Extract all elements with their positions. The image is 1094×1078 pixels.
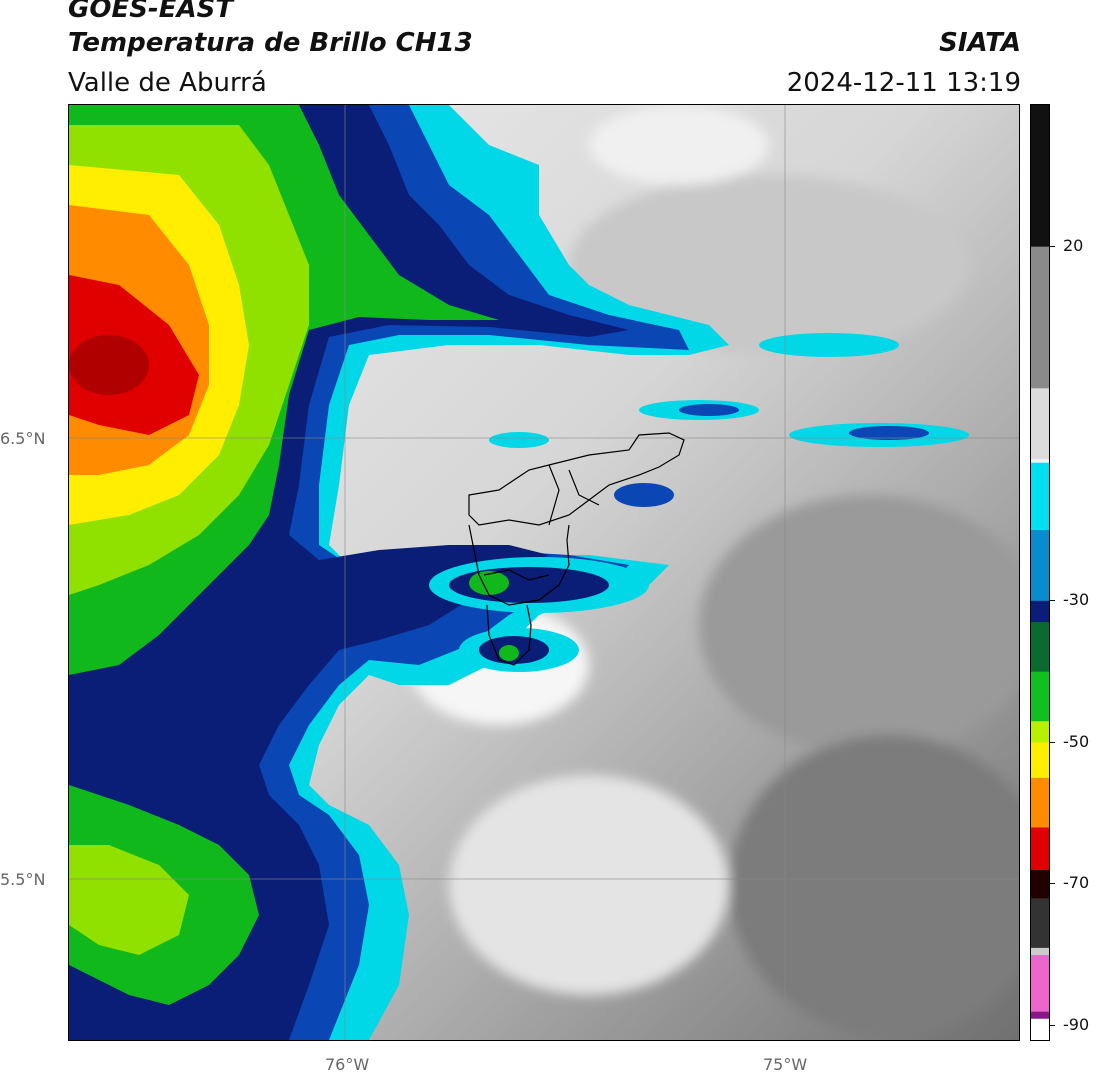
cloud-band-lime-south xyxy=(69,845,189,955)
colorbar-segment xyxy=(1031,622,1049,673)
colorbar-svg xyxy=(1031,105,1049,1040)
colorbar-tick-label: 20 xyxy=(1063,235,1084,255)
colorbar-tick-label: -30 xyxy=(1063,589,1090,609)
municipality-boundaries xyxy=(468,432,685,666)
colorbar-segment xyxy=(1031,1011,1049,1020)
colorbar-segment xyxy=(1031,671,1049,723)
cell-valley-f xyxy=(499,645,519,661)
colorbar-segment xyxy=(1031,721,1049,744)
brightness-temperature-map xyxy=(68,104,1020,1041)
colorbar-segment xyxy=(1031,388,1049,461)
boundary-north-split-2 xyxy=(568,469,600,506)
lon-label-76: 76°W xyxy=(325,1055,370,1074)
boundary-valley-inner xyxy=(483,569,550,581)
colorbar-segment xyxy=(1031,898,1049,949)
organization-label: SIATA xyxy=(939,28,1021,58)
cell-east-5 xyxy=(679,404,739,416)
colorbar-tick-label: -50 xyxy=(1063,731,1090,751)
colorbar-segment xyxy=(1031,870,1049,900)
colorbar-tick-label: -70 xyxy=(1063,873,1090,893)
colorbar-tick-mark xyxy=(1050,883,1055,885)
colorbar-tick-mark xyxy=(1050,245,1055,247)
colorbar-segment xyxy=(1031,947,1049,956)
boundary-north xyxy=(468,432,685,526)
colorbar-tick-mark xyxy=(1050,1024,1055,1026)
colorbar-tick-mark xyxy=(1050,599,1055,601)
colorbar-segment xyxy=(1031,1018,1049,1040)
boundary-north-split-1 xyxy=(548,464,560,526)
colorbar-segment xyxy=(1031,462,1049,531)
product-title: Temperatura de Brillo CH13 xyxy=(68,28,473,58)
cell-east-6 xyxy=(489,432,549,448)
colorbar-segment xyxy=(1031,955,1049,1013)
colorbar-segment xyxy=(1031,246,1049,390)
satellite-title: GOES-EAST xyxy=(68,0,234,24)
boundary-valley xyxy=(468,524,570,606)
lat-label-6-5: 6.5°N xyxy=(0,429,46,448)
cell-east-2 xyxy=(849,426,929,440)
cell-valley-c xyxy=(469,571,509,595)
colorbar-segment xyxy=(1031,530,1049,602)
colorbar-segment xyxy=(1031,105,1049,248)
colorbar-segment xyxy=(1031,777,1049,829)
colorbar-segment xyxy=(1031,600,1049,624)
cloud-core-darkred xyxy=(69,335,149,395)
cell-east-3 xyxy=(759,333,899,357)
colorbar-tick-label: -90 xyxy=(1063,1014,1090,1034)
boundary-south xyxy=(486,604,532,666)
region-subtitle: Valle de Aburrá xyxy=(68,68,267,98)
lon-label-75: 75°W xyxy=(763,1055,808,1074)
colorbar-tick-mark xyxy=(1050,741,1055,743)
map-svg xyxy=(69,105,1019,1040)
colorbar xyxy=(1030,104,1050,1041)
colorbar-segment xyxy=(1031,459,1049,464)
cloud-regions xyxy=(69,105,969,1040)
colorbar-segment xyxy=(1031,742,1049,779)
gridlines xyxy=(69,105,1019,1040)
timestamp-label: 2024-12-11 13:19 xyxy=(786,68,1021,98)
colorbar-segment xyxy=(1031,827,1049,871)
cell-valley-north xyxy=(614,483,674,507)
lat-label-5-5: 5.5°N xyxy=(0,870,46,889)
